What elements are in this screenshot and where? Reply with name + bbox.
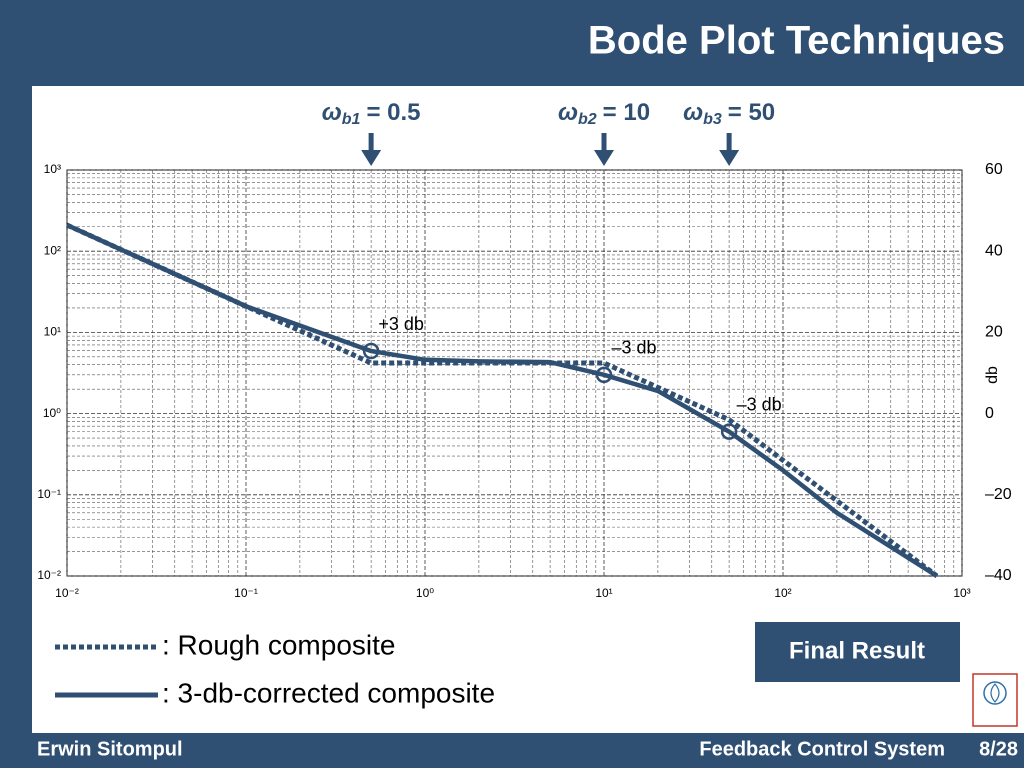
logo-leaf bbox=[990, 683, 1000, 703]
university-logo bbox=[972, 673, 1018, 727]
y-tick-label: 10⁻¹ bbox=[37, 487, 61, 501]
breakpoint-symbol: ω bbox=[558, 99, 578, 126]
y-tick-label: 10¹ bbox=[44, 325, 61, 339]
breakpoint-arrow-head bbox=[361, 150, 382, 166]
breakpoint-arrow-head bbox=[594, 150, 614, 166]
y-tick-label: 10² bbox=[44, 243, 61, 257]
x-tick-label: 10⁻¹ bbox=[234, 586, 258, 600]
y-tick-label: 10³ bbox=[44, 162, 61, 176]
breakpoint-marker bbox=[594, 133, 614, 166]
y2-tick-label: 0 bbox=[985, 405, 994, 422]
footer-page: 8/28 bbox=[979, 738, 1018, 760]
breakpoint-arrow-head bbox=[719, 150, 740, 166]
button-label[interactable]: Final Result bbox=[789, 637, 925, 664]
x-tick-label: 10² bbox=[774, 586, 791, 600]
correction-point bbox=[595, 366, 613, 384]
breakpoint-value: = 50 bbox=[728, 99, 775, 126]
breakpoint-value: = 0.5 bbox=[366, 99, 420, 126]
breakpoint-subscript: b2 bbox=[578, 111, 597, 128]
breakpoint-symbol: ω bbox=[683, 99, 703, 126]
breakpoint-symbol: ω bbox=[322, 99, 342, 126]
final-result-button[interactable]: Final Result bbox=[755, 622, 960, 682]
breakpoint-marker bbox=[361, 133, 382, 166]
breakpoint-value: = 10 bbox=[603, 99, 650, 126]
y2-tick-label: 60 bbox=[985, 161, 1003, 178]
x-tick-label: 10¹ bbox=[595, 586, 612, 600]
correction-label: +3 db bbox=[378, 314, 424, 334]
breakpoint-label: ωb3 = 50 bbox=[683, 99, 775, 128]
correction-point bbox=[362, 342, 380, 360]
y2-axis-label: db bbox=[984, 366, 1001, 384]
series-line bbox=[66, 222, 939, 578]
x-tick-label: 10⁰ bbox=[416, 586, 434, 600]
y-tick-label: 10⁰ bbox=[43, 406, 61, 420]
legend-label: : Rough composite bbox=[162, 629, 395, 660]
x-tick-label: 10³ bbox=[953, 586, 970, 600]
breakpoint-subscript: b3 bbox=[703, 111, 722, 128]
y2-tick-label: –40 bbox=[985, 567, 1012, 584]
footer-author: Erwin Sitompul bbox=[37, 738, 183, 760]
slide-title: Bode Plot Techniques bbox=[588, 19, 1005, 63]
breakpoint-marker bbox=[719, 133, 740, 166]
breakpoint-label: ωb1 = 0.5 bbox=[322, 99, 421, 128]
y-tick-label: 10⁻² bbox=[37, 568, 61, 582]
y2-tick-label: –20 bbox=[985, 486, 1012, 503]
correction-point bbox=[720, 423, 738, 440]
y2-tick-label: 40 bbox=[985, 242, 1003, 259]
breakpoint-label: ωb2 = 10 bbox=[558, 99, 650, 128]
y2-tick-label: 20 bbox=[985, 324, 1003, 341]
button-background[interactable] bbox=[755, 622, 960, 682]
breakpoint-subscript: b1 bbox=[342, 111, 361, 128]
footer-course: Feedback Control System bbox=[699, 738, 945, 760]
correction-label: –3 db bbox=[737, 394, 782, 414]
x-tick-label: 10⁻² bbox=[55, 586, 79, 600]
plot-area bbox=[66, 169, 963, 577]
legend-label: : 3-db-corrected composite bbox=[162, 677, 495, 708]
correction-label: –3 db bbox=[611, 338, 656, 358]
logo-emblem bbox=[983, 681, 1007, 705]
